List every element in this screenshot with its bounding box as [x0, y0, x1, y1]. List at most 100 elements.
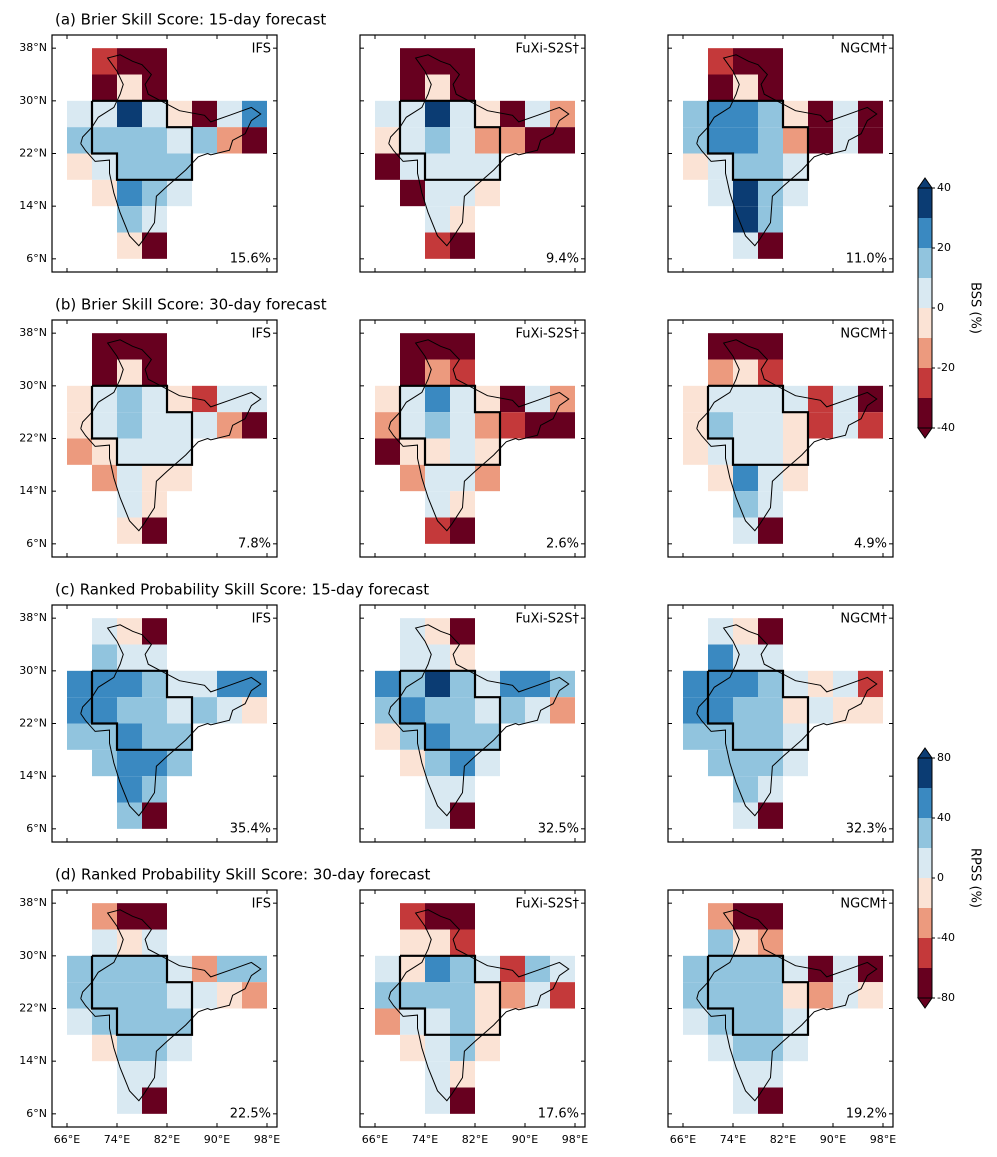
row-title: (d) Ranked Probability Skill Score: 30-d… [55, 866, 430, 884]
grid-cell [758, 100, 783, 128]
model-name: NGCM† [840, 612, 887, 627]
y-tick-label: 6°N [26, 537, 47, 550]
grid-cell [450, 1008, 475, 1035]
grid-cell [708, 697, 733, 724]
grid-cell [783, 127, 808, 154]
grid-cell [550, 412, 575, 439]
grid-cell [92, 618, 117, 645]
grid-cell [858, 412, 883, 439]
grid-cell [733, 385, 758, 413]
grid-cell [167, 749, 192, 777]
y-tick-label: 30°N [19, 379, 47, 392]
grid-cell [733, 1061, 758, 1088]
grid-cell [117, 385, 142, 413]
grid-cell [117, 48, 142, 75]
grid-cell [475, 982, 500, 1009]
grid-cell [500, 127, 525, 154]
grid-cell [192, 982, 217, 1009]
x-tick-label: 90°E [512, 1133, 538, 1146]
colorbar-tick-label: -40 [937, 421, 955, 434]
grid-cell [400, 1008, 425, 1035]
grid-cell [92, 179, 117, 207]
grid-cell [400, 127, 425, 154]
grid-cell [142, 749, 167, 777]
grid-cell [400, 464, 425, 492]
grid-cell [67, 100, 92, 128]
grid-cell [708, 644, 733, 671]
grid-cell [425, 1034, 450, 1062]
grid-cell [375, 670, 400, 698]
y-tick-label: 14°N [19, 769, 47, 782]
grid-cell [142, 697, 167, 724]
grid-cell [783, 100, 808, 128]
grid-cell [475, 697, 500, 724]
grid-cell [450, 618, 475, 645]
grid-cell [400, 385, 425, 413]
country-outline [80, 909, 262, 1102]
grid-cell [733, 232, 758, 259]
colorbar-segment [918, 848, 932, 878]
grid-cell [92, 929, 117, 956]
score-label: 35.4% [230, 822, 271, 837]
grid-cell [400, 644, 425, 671]
grid-cell [450, 438, 475, 465]
colorbar-tick-label: 20 [937, 241, 951, 254]
grid-cell [733, 206, 758, 233]
colorbar-segment [918, 788, 932, 818]
colorbar-tick-label: 40 [937, 811, 951, 824]
score-label: 32.5% [538, 822, 579, 837]
grid-cell [733, 982, 758, 1009]
grid-cell [733, 1034, 758, 1062]
grid-cell [142, 179, 167, 207]
y-tick-label: 30°N [19, 94, 47, 107]
grid-cell [242, 127, 267, 154]
grid-cell [758, 1087, 783, 1114]
grid-cell [475, 955, 500, 983]
grid-cell [242, 670, 267, 698]
grid-cell [758, 1034, 783, 1062]
x-tick-label: 98°E [254, 1133, 280, 1146]
grid-cell [808, 127, 833, 154]
grid-cell [242, 412, 267, 439]
grid-cell [758, 127, 783, 154]
grid-cell [708, 929, 733, 956]
grid-cell [733, 100, 758, 128]
x-tick-label: 98°E [870, 1133, 896, 1146]
y-tick-label: 6°N [26, 1107, 47, 1120]
grid-cell [733, 179, 758, 207]
grid-cell [758, 232, 783, 259]
grid-cell [758, 1008, 783, 1035]
country-outline [388, 54, 570, 247]
grid-cell [425, 491, 450, 518]
grid-cell [167, 100, 192, 128]
grid-cell [758, 385, 783, 413]
grid-cell [375, 723, 400, 750]
grid-cell [400, 48, 425, 75]
grid-cell [550, 127, 575, 154]
grid-cell [733, 776, 758, 803]
colorbar-segment [918, 938, 932, 968]
y-tick-label: 22°N [19, 717, 47, 730]
grid-cell [733, 333, 758, 360]
grid-cell [400, 179, 425, 207]
grid-cell [833, 100, 858, 128]
grid-cell [758, 802, 783, 829]
country-outline [388, 624, 570, 817]
grid-cell [67, 723, 92, 750]
y-tick-label: 38°N [19, 611, 47, 624]
colorbar-segment [918, 338, 932, 368]
grid-cell [808, 412, 833, 439]
grid-cell [500, 982, 525, 1009]
region-box [398, 954, 502, 1036]
grid-cell [758, 464, 783, 492]
grid-cell [475, 100, 500, 128]
colorbar-segment [918, 758, 932, 788]
grid-cell [375, 438, 400, 465]
score-label: 9.4% [546, 252, 579, 267]
grid-cell [142, 464, 167, 492]
grid-cell [92, 385, 117, 413]
grid-cell [92, 749, 117, 777]
grid-cell [67, 955, 92, 983]
grid-cell [425, 749, 450, 777]
map-panel [67, 48, 267, 259]
